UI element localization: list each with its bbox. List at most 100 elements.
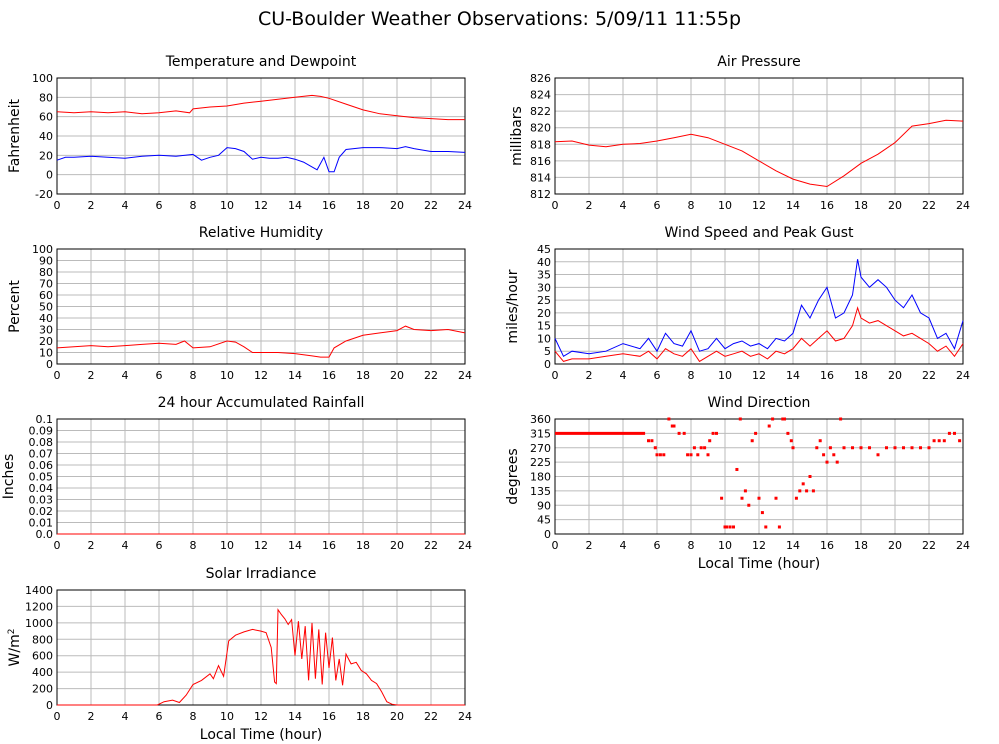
data-point [953,431,956,435]
x-tick-label: 20 [888,369,902,382]
x-axis-label: Local Time (hour) [698,556,820,572]
x-tick-label: 4 [122,369,129,382]
x-tick-label: 16 [322,710,336,723]
data-point [947,431,951,435]
y-tick-label: 30 [537,281,551,294]
x-tick-label: 16 [322,199,336,212]
x-tick-label: 24 [458,199,472,212]
x-tick-label: 12 [254,369,268,382]
y-tick-label: 50 [39,301,53,314]
x-tick-label: 6 [156,710,163,723]
y-tick-label: 0.04 [29,482,54,495]
data-point [932,439,936,443]
y-axis-label: millibars [509,106,525,166]
data-point [708,439,712,443]
x-tick-label: 18 [356,369,370,382]
x-tick-label: 4 [122,199,129,212]
y-axis-label: Percent [7,280,23,333]
data-point [743,489,747,493]
y-tick-label: 0.08 [29,436,54,449]
x-tick-label: 22 [424,369,438,382]
plot-frame [554,418,964,535]
y-tick-label: -20 [35,188,53,201]
x-tick-label: 8 [190,369,197,382]
data-point [760,511,764,515]
data-point [696,453,700,457]
x-tick-label: 24 [458,369,472,382]
x-tick-label: 6 [654,199,661,212]
page-title: CU-Boulder Weather Observations: 5/09/11… [257,8,742,30]
y-tick-label: 400 [32,666,53,679]
y-tick-label: 0 [544,528,551,541]
y-tick-label: 100 [32,243,53,256]
y-tick-label: 0 [544,358,551,371]
x-tick-label: 18 [854,539,868,552]
y-tick-label: 180 [530,471,551,484]
data-point [658,453,662,457]
data-point [818,439,822,443]
y-tick-label: 360 [530,413,551,426]
x-tick-label: 24 [956,199,970,212]
x-tick-label: 20 [390,199,404,212]
x-tick-label: 2 [586,199,593,212]
data-point [667,417,671,421]
x-tick-label: 0 [552,539,559,552]
y-tick-label: 826 [530,72,551,85]
x-axis-label: Local Time (hour) [200,727,322,743]
data-point [771,417,775,421]
y-tick-label: 40 [39,312,53,325]
series-line-0 [57,608,465,706]
y-tick-label: 25 [537,294,551,307]
data-point [692,446,696,450]
x-tick-label: 2 [88,199,95,212]
data-point [868,446,871,450]
x-tick-label: 16 [820,369,834,382]
data-point [740,496,744,500]
data-point [723,525,727,529]
y-axis-label-superscript: 2 [7,629,17,635]
data-point [794,496,798,500]
x-tick-label: 6 [156,199,163,212]
y-tick-label: 814 [530,171,551,184]
series-line-0 [56,325,466,358]
data-point [706,453,710,457]
y-tick-label: 40 [537,256,551,269]
x-tick-label: 22 [922,539,936,552]
y-tick-label: 600 [32,650,53,663]
x-tick-label: 8 [688,369,695,382]
data-point [832,453,836,457]
x-tick-label: 20 [390,369,404,382]
y-tick-label: 90 [537,499,551,512]
x-tick-label: 12 [254,710,268,723]
x-tick-label: 6 [156,539,163,552]
data-point [735,467,739,471]
x-tick-label: 4 [122,710,129,723]
x-tick-label: 12 [752,199,766,212]
y-tick-label: 20 [537,307,551,320]
x-tick-label: 20 [390,539,404,552]
data-point [728,525,732,529]
data-point [677,431,681,435]
x-tick-label: 2 [88,710,95,723]
plot-frame [554,77,964,195]
data-point [919,446,922,450]
y-tick-label: 0.06 [29,459,54,472]
y-tick-label: 812 [530,188,551,201]
plot-frame [56,589,466,706]
data-point [767,424,771,428]
data-point [781,417,785,421]
data-point [764,525,768,529]
y-tick-label: 820 [530,122,551,135]
x-tick-label: 18 [854,199,868,212]
y-tick-label: 40 [39,130,53,143]
data-point [720,496,724,500]
data-point [791,446,795,450]
data-point [851,446,854,450]
series-line-0 [554,119,964,188]
y-tick-label: 0.07 [29,448,54,461]
data-point [732,525,735,529]
y-tick-label: 45 [537,514,551,527]
